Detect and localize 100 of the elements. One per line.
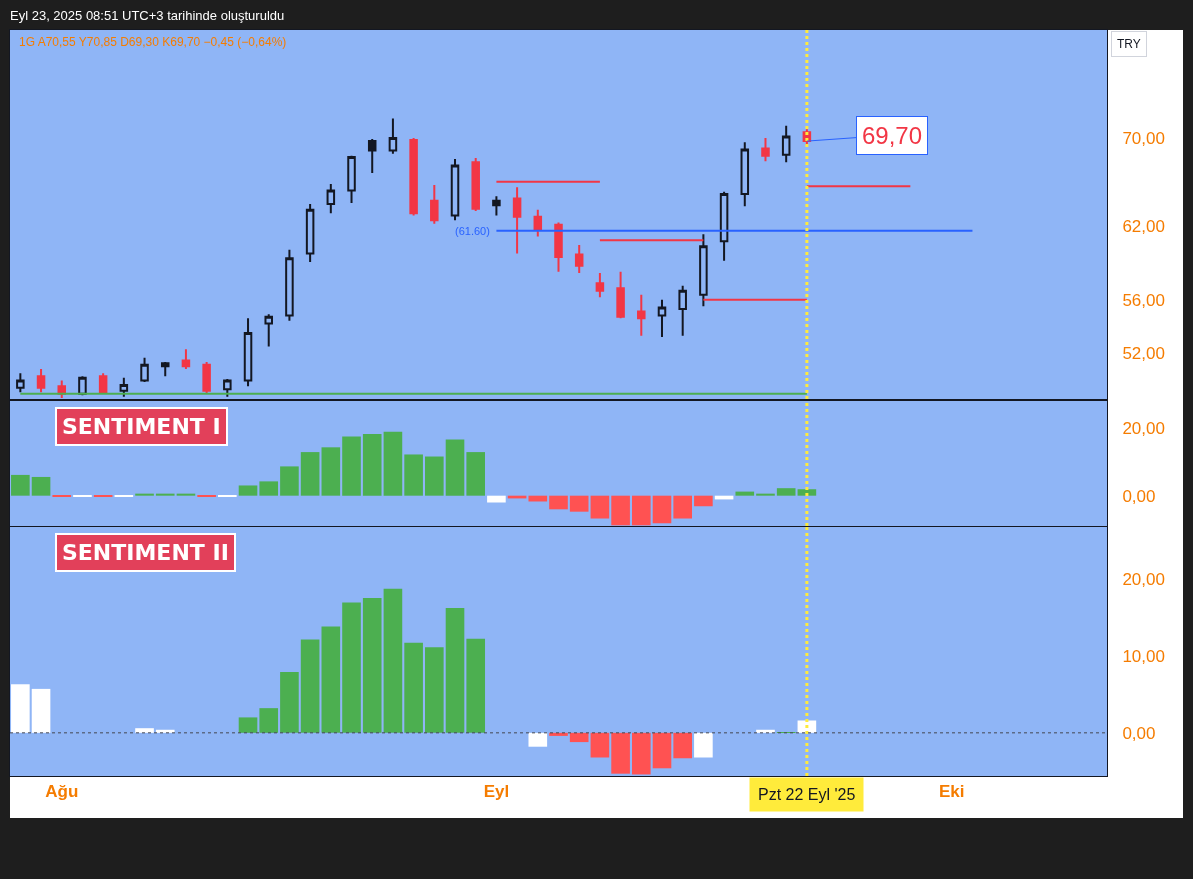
bar xyxy=(652,732,672,769)
candlestick xyxy=(781,124,791,164)
y-tick-label: 52,00 xyxy=(1122,344,1165,364)
bar xyxy=(300,639,320,733)
bar xyxy=(280,466,299,496)
bar xyxy=(652,495,672,524)
candlestick xyxy=(388,117,398,155)
candlestick xyxy=(119,376,129,398)
bar xyxy=(735,491,755,496)
x-tick-label: Pzt 22 Eyl '25 xyxy=(758,786,856,803)
bar xyxy=(135,493,154,496)
candlestick xyxy=(264,313,273,348)
candlestick xyxy=(36,368,46,394)
bar xyxy=(280,671,299,733)
candlestick xyxy=(409,136,418,217)
bar xyxy=(321,447,341,496)
text: SENTIMENT I xyxy=(62,414,221,439)
candlestick xyxy=(243,317,253,388)
bar xyxy=(342,436,361,496)
y-tick-label: 20,00 xyxy=(1122,418,1165,438)
y-tick-label: 0,00 xyxy=(1122,486,1156,506)
bar xyxy=(466,452,486,496)
y-tick-label: 62,00 xyxy=(1122,216,1165,236)
candlestick xyxy=(78,375,87,395)
bar xyxy=(238,485,258,496)
bar xyxy=(404,454,423,496)
bar xyxy=(549,495,568,510)
candlestick xyxy=(181,348,191,371)
bar xyxy=(549,732,568,736)
series-label: (61.60) xyxy=(455,225,490,237)
candlestick xyxy=(223,378,232,398)
bar xyxy=(569,732,589,743)
bar xyxy=(776,488,796,496)
bar xyxy=(362,434,382,496)
x-tick-label: Eyl xyxy=(483,782,510,802)
y-tick-label: 20,00 xyxy=(1122,569,1165,589)
candlestick xyxy=(367,138,377,174)
candlestick xyxy=(16,372,25,394)
bar xyxy=(445,607,465,733)
candlestick xyxy=(699,233,708,308)
bar xyxy=(673,732,692,759)
candlestick xyxy=(202,360,211,395)
text: SENTIMENT II xyxy=(62,540,229,565)
bar xyxy=(487,495,506,503)
bar xyxy=(611,732,630,774)
candlestick xyxy=(554,221,563,273)
bar xyxy=(425,647,444,733)
y-axis-title: TRY xyxy=(1117,37,1141,51)
bar xyxy=(528,732,548,747)
bar xyxy=(611,495,630,526)
candlestick xyxy=(305,203,315,263)
candlestick xyxy=(57,379,67,399)
candlestick xyxy=(533,208,543,238)
bar xyxy=(694,732,713,758)
bar xyxy=(342,602,361,733)
bar xyxy=(425,456,444,496)
chart-title: Eyl 23, 2025 08:51 UTC+3 tarihinde oluşturuldu xyxy=(10,7,285,23)
candlestick xyxy=(512,186,522,255)
bar xyxy=(321,626,341,733)
bar xyxy=(673,495,692,519)
bar xyxy=(590,495,610,519)
bar xyxy=(11,474,30,496)
candlestick xyxy=(574,243,584,275)
y-tick-label: 70,00 xyxy=(1122,128,1165,148)
candlestick xyxy=(492,195,501,217)
bar xyxy=(11,684,30,733)
bar xyxy=(31,476,51,496)
candlestick xyxy=(678,284,687,337)
bar xyxy=(631,732,651,775)
bar xyxy=(362,597,382,733)
annotation: 69,70 xyxy=(862,122,923,149)
bar xyxy=(694,495,713,507)
candlestick xyxy=(616,270,625,320)
bar xyxy=(259,481,279,496)
bar xyxy=(155,493,175,496)
candlestick xyxy=(140,356,149,383)
bar xyxy=(176,493,196,496)
bar xyxy=(259,708,279,733)
candlestick xyxy=(430,184,439,225)
candlestick xyxy=(326,182,336,215)
bar xyxy=(756,493,775,496)
bar xyxy=(569,495,589,512)
candlestick xyxy=(98,372,108,395)
chart-subtitle: 1G A70,55 Y70,85 D69,30 K69,70 −0,45 (−0,64%) xyxy=(19,35,287,49)
candlestick xyxy=(719,190,729,262)
bar xyxy=(31,688,51,733)
y-tick-label: 10,00 xyxy=(1122,646,1165,666)
bar xyxy=(590,732,610,758)
bar xyxy=(135,728,154,733)
y-tick-label: 0,00 xyxy=(1122,723,1156,743)
candlestick xyxy=(471,156,480,212)
bar xyxy=(797,489,817,496)
bar xyxy=(300,452,320,496)
candlestick xyxy=(657,298,667,338)
x-tick-label: Eki xyxy=(938,782,965,802)
candlestick xyxy=(637,293,646,337)
x-tick-label: Ağu xyxy=(45,782,79,802)
bar xyxy=(631,495,651,526)
candlestick xyxy=(740,141,750,208)
candlestick xyxy=(347,154,356,204)
